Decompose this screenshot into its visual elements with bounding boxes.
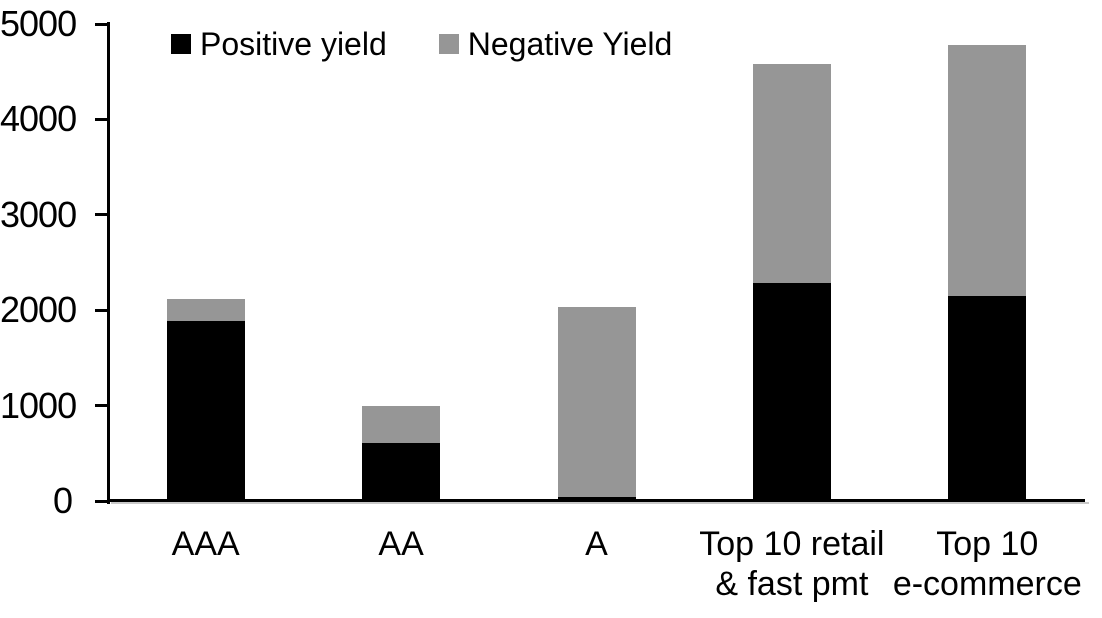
bar-segment-positive-yield bbox=[948, 295, 1027, 501]
x-axis-category-label: Top 10 e-commerce bbox=[892, 525, 1082, 603]
y-axis-tick bbox=[95, 499, 108, 503]
y-axis-line bbox=[107, 22, 110, 504]
x-axis-category-label: AA bbox=[378, 525, 424, 563]
legend-swatch-positive-yield-icon bbox=[171, 34, 191, 54]
bar-segment-positive-yield bbox=[557, 497, 636, 501]
legend-label-negative-yield: Negative Yield bbox=[467, 26, 673, 62]
y-axis-tick bbox=[95, 308, 108, 312]
bar-segment-negative-yield bbox=[557, 307, 636, 498]
y-axis-tick bbox=[95, 117, 108, 121]
y-axis-tick bbox=[95, 22, 108, 26]
bar-segment-positive-yield bbox=[362, 442, 441, 501]
y-axis-tick-label: 0 bbox=[52, 480, 73, 521]
y-axis-tick bbox=[95, 404, 108, 408]
bar-segment-negative-yield bbox=[362, 405, 441, 443]
bar-segment-negative-yield bbox=[166, 298, 245, 321]
legend-item-positive-yield: Positive yield bbox=[171, 28, 387, 60]
x-axis-category-label: AAA bbox=[171, 525, 240, 563]
y-axis-tick-label: 2000 bbox=[0, 289, 77, 331]
x-axis-shadow-line bbox=[111, 502, 1089, 504]
bar-segment-positive-yield bbox=[752, 282, 831, 501]
chart-legend: Positive yield Negative Yield bbox=[171, 28, 672, 60]
y-axis-tick-label: 5000 bbox=[0, 3, 77, 44]
x-axis-category-label: Top 10 retail & fast pmt bbox=[699, 525, 885, 603]
bar-segment-positive-yield bbox=[166, 320, 245, 501]
bar-segment-negative-yield bbox=[948, 44, 1027, 296]
x-axis-category-label: A bbox=[585, 525, 608, 563]
legend-item-negative-yield: Negative Yield bbox=[438, 26, 673, 62]
y-axis-tick-label: 1000 bbox=[0, 384, 77, 426]
bar-segment-negative-yield bbox=[752, 64, 831, 283]
legend-label-positive-yield: Positive yield bbox=[200, 26, 387, 62]
legend-swatch-negative-yield-icon bbox=[438, 34, 459, 54]
y-axis-tick-label: 4000 bbox=[0, 98, 77, 140]
y-axis-tick bbox=[95, 213, 108, 217]
y-axis-tick-label: 3000 bbox=[0, 193, 77, 235]
